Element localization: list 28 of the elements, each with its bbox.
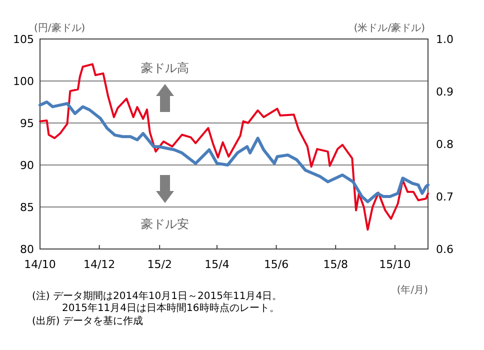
text: (注) データ期間は2014年10月1日～2015年11月4日。 xyxy=(32,290,282,302)
y2-axis-title: (米ドル/豪ドル) xyxy=(354,22,426,34)
annotation: 豪ドル高 xyxy=(141,61,189,75)
y-axis-title: (円/豪ドル) xyxy=(34,22,86,34)
x-tick-label: 15/2 xyxy=(147,258,172,271)
x-tick-label: 15/8 xyxy=(323,258,348,271)
x-tick-label: 15/10 xyxy=(379,258,411,271)
x-tick-label: 15/6 xyxy=(264,258,289,271)
y-tick-label: 105 xyxy=(13,33,34,46)
text: 2015年11月4日は日本時間16時時点のレート。 xyxy=(62,302,280,314)
y-tick-label: 95 xyxy=(20,117,34,130)
y2-tick-label: 0.6 xyxy=(436,243,454,256)
y-tick-label: 90 xyxy=(20,159,34,172)
y-tick-label: 80 xyxy=(20,243,34,256)
x-tick-label: 14/10 xyxy=(24,258,56,271)
y2-tick-label: 0.9 xyxy=(436,86,454,98)
y-tick-label: 100 xyxy=(13,75,34,88)
annotation: 豪ドル安 xyxy=(141,217,189,231)
x-tick-label: 15/4 xyxy=(204,258,230,271)
y2-tick-label: 1.0 xyxy=(436,33,454,46)
line-series xyxy=(38,100,430,204)
x-axis-title: (年/月) xyxy=(396,284,428,296)
x-tick-label: 14/12 xyxy=(83,258,116,271)
y2-tick-label: 0.7 xyxy=(436,190,454,204)
y2-tick-label: 0.8 xyxy=(436,138,454,151)
text: (出所) データを基に作成 xyxy=(32,315,143,327)
y-tick-label: 85 xyxy=(20,201,34,214)
line-series xyxy=(39,63,429,231)
